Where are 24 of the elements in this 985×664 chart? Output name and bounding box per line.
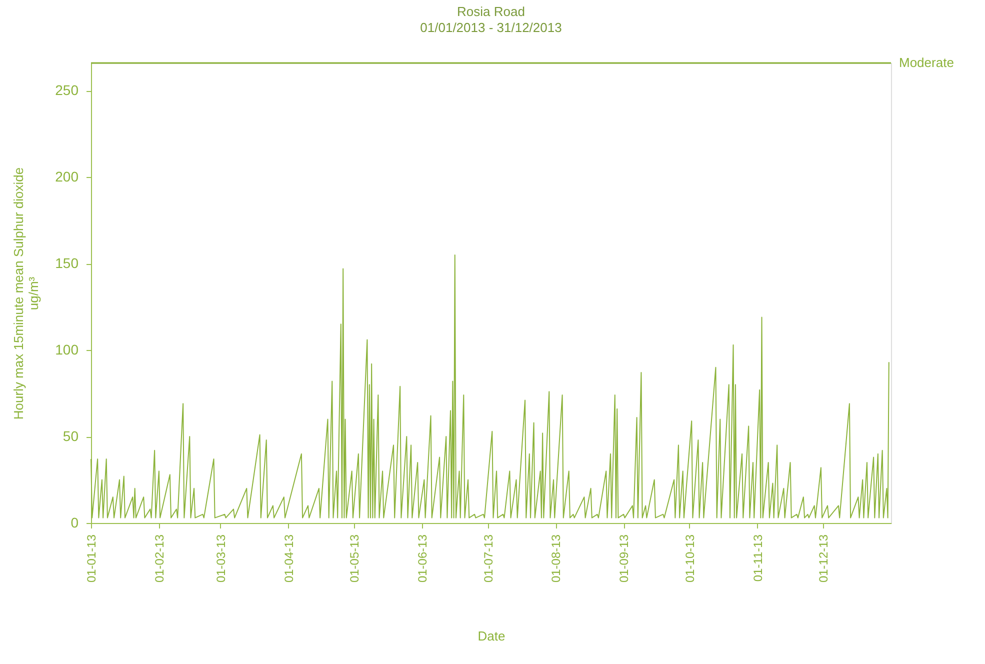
ref-line-label: Moderate xyxy=(899,55,954,70)
x-tick-label: 01-07-13 xyxy=(481,534,496,583)
x-axis-title: Date xyxy=(478,628,506,644)
y-tick-label: 250 xyxy=(55,82,79,98)
x-tick-label: 01-10-13 xyxy=(682,534,697,583)
x-tick-label: 01-09-13 xyxy=(617,534,632,583)
x-tick-label: 01-05-13 xyxy=(348,534,362,583)
x-tick-label: 01-04-13 xyxy=(282,534,296,583)
x-tick-label: 01-12-13 xyxy=(816,534,831,583)
x-tick-label: 01-11-13 xyxy=(750,534,765,582)
x-tick-label: 01-02-13 xyxy=(152,534,166,583)
y-axis-title: Hourly max 15minute mean Sulphur dioxide ug/m³ xyxy=(11,167,42,420)
y-tick-label: 150 xyxy=(55,255,79,272)
line-series xyxy=(90,254,890,518)
y-tick-label: 0 xyxy=(70,514,79,530)
x-tick-label: 01-01-13 xyxy=(84,534,98,583)
x-tick-label: 01-03-13 xyxy=(214,534,228,583)
x-tick-label: 01-06-13 xyxy=(415,534,430,583)
y-tick-label: 200 xyxy=(55,168,79,185)
y-tick-label: 100 xyxy=(55,342,79,358)
chart-subtitle: 01/01/2013 - 31/12/2013 xyxy=(420,20,562,35)
x-tick-label: 01-08-13 xyxy=(549,534,564,583)
y-tick-label: 50 xyxy=(62,428,79,444)
chart-title: Rosia Road xyxy=(457,4,525,19)
